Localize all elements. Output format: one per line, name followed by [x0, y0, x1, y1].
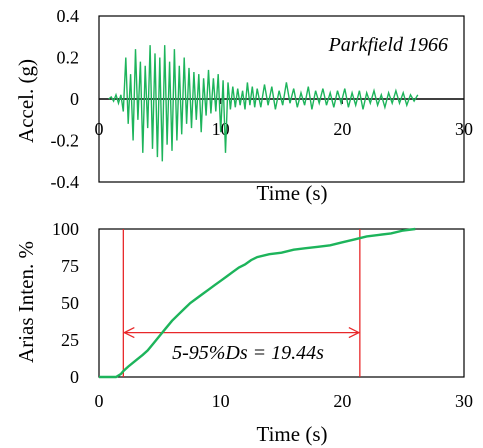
accel-y-tick-label: 0.2: [57, 48, 80, 68]
accel-annotation: Parkfield 1966: [328, 34, 448, 56]
duration-arrow-head-right: [348, 327, 361, 339]
accel-y-tick-label: -0.4: [51, 172, 80, 192]
arias-y-tick-labels: 100 75 50 25 0: [52, 219, 79, 387]
arias-plot-frame: [98, 228, 465, 378]
arias-y-tick-label: 75: [61, 256, 79, 276]
accel-x-tick-label: 30: [455, 119, 473, 139]
arias-y-tick-label: 25: [61, 330, 79, 350]
duration-markers: [122, 229, 361, 377]
duration-annotation: 5-95%Ds = 19.44s: [172, 342, 324, 364]
arias-series-line: [99, 227, 416, 379]
arias-intensity-chart: 100 75 50 25 0 0 10 20 30 5-95%Ds = 19.44s Time…: [14, 219, 473, 446]
acceleration-chart: 0.40.20-0.2-0.4 0 10 20 30 Parkfield 1966 T…: [14, 6, 473, 205]
arias-y-tick-label: 50: [61, 293, 79, 313]
duration-arrow-head-left: [122, 327, 135, 339]
acceleration-series-line: [108, 45, 419, 162]
accel-x-tick-label: 20: [333, 119, 351, 139]
accel-y-tick-label: -0.2: [51, 131, 80, 151]
accel-x-axis-label: Time (s): [257, 181, 328, 205]
accel-y-tick-label: 0: [70, 89, 79, 109]
arias-x-tick-label: 10: [212, 391, 230, 411]
arias-x-tick-label: 0: [95, 391, 104, 411]
accel-y-tick-labels: 0.4 0.2 0 -0.2 -0.4: [51, 6, 80, 192]
arias-y-tick-label: 100: [52, 219, 79, 239]
accel-y-axis-label: Accel. (g): [14, 59, 38, 143]
arias-y-tick-label: 0: [70, 367, 79, 387]
arias-x-axis-label: Time (s): [257, 422, 328, 446]
accel-x-tick-label: 0: [95, 119, 104, 139]
arias-x-tick-label: 30: [455, 391, 473, 411]
arias-y-axis-label: Arias Inten. %: [14, 241, 38, 363]
accel-y-tick-label: 0.4: [57, 6, 80, 26]
arias-x-tick-label: 20: [333, 391, 351, 411]
arias-x-tick-labels: 0 10 20 30: [95, 391, 474, 411]
